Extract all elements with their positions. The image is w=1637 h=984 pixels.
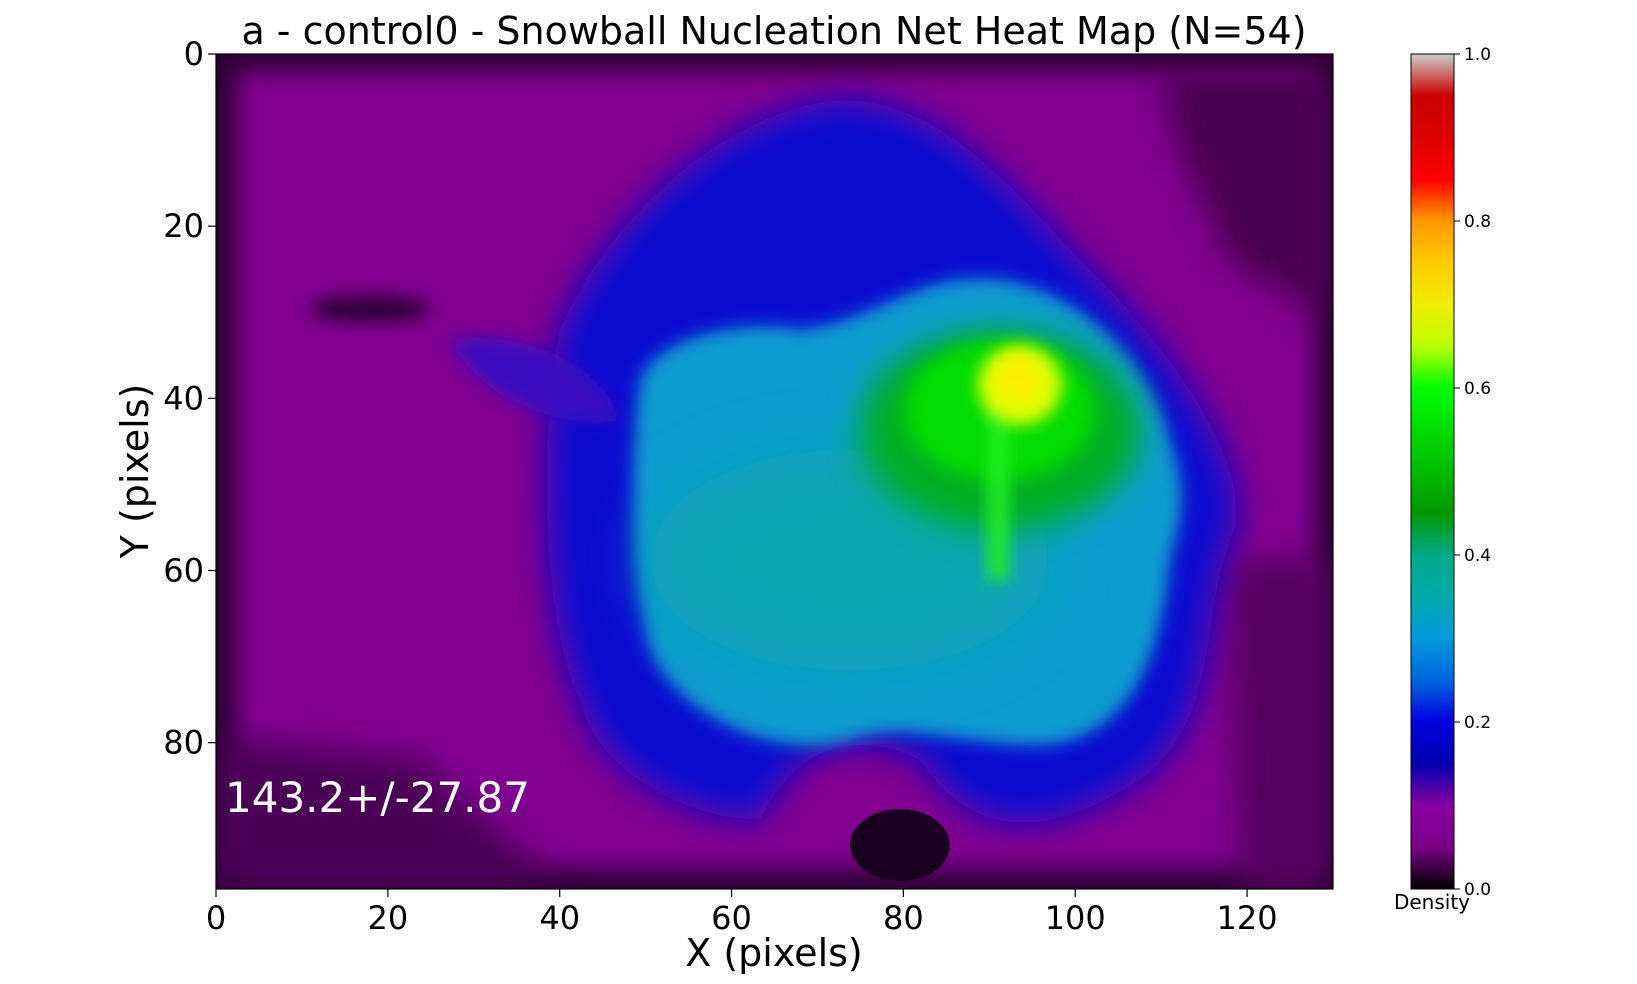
mean-std-annotation: 143.2+/-27.87	[225, 773, 530, 822]
x-tick-label: 0	[206, 899, 226, 937]
colorbar-tick-label: 0.6	[1464, 379, 1491, 399]
colorbar-ticks: 0.00.20.40.60.81.0	[1454, 45, 1491, 900]
colorbar-tick-label: 0.4	[1464, 546, 1491, 566]
heatmap-image	[216, 54, 1333, 889]
x-tick-label: 120	[1217, 899, 1278, 937]
x-axis-label: X (pixels)	[685, 931, 863, 975]
colorbar-tick-label: 1.0	[1464, 45, 1491, 65]
x-tick-label: 100	[1045, 899, 1106, 937]
colorbar-label: Density	[1394, 890, 1470, 914]
chart-title: a - control0 - Snowball Nucleation Net H…	[241, 9, 1306, 53]
x-axis: 0 20 40 60 80 100 120	[206, 889, 1278, 937]
y-axis-label: Y (pixels)	[113, 384, 157, 560]
y-tick-label: 0	[184, 35, 204, 73]
colorbar	[1411, 54, 1454, 889]
y-tick-label: 80	[163, 724, 204, 762]
y-tick-label: 40	[163, 379, 204, 417]
y-tick-label: 60	[163, 551, 204, 589]
x-tick-label: 40	[539, 899, 580, 937]
x-tick-label: 80	[883, 899, 924, 937]
x-tick-label: 20	[367, 899, 408, 937]
y-tick-label: 20	[163, 207, 204, 245]
colorbar-tick-label: 0.2	[1464, 713, 1491, 733]
colorbar-tick-label: 0.8	[1464, 212, 1491, 232]
y-axis: 0 20 40 60 80	[163, 35, 216, 762]
